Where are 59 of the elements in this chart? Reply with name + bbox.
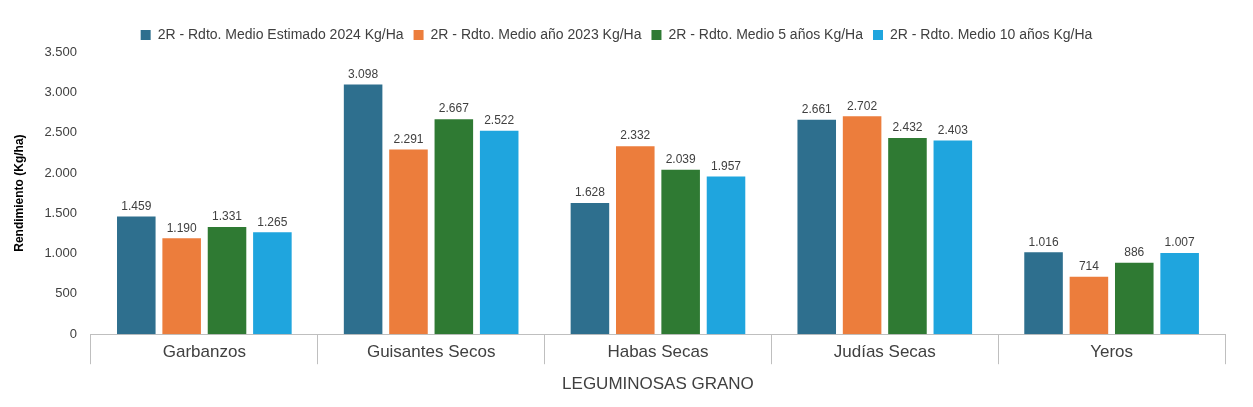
data-label: 1.007 [1164,235,1195,250]
data-label: 3.098 [348,66,379,81]
x-tick-label: Guisantes Secos [366,342,496,362]
bar [253,232,292,335]
legend-label: 2R - Rdto. Medio Estimado 2024 Kg/Ha [157,25,404,42]
bar [797,119,837,335]
y-axis-title: Rendimiento (Kg/ha) [11,134,26,252]
bar [1114,262,1154,335]
bar [117,216,156,335]
y-tick-label: 0 [69,325,77,341]
bar [1160,253,1199,335]
data-label: 2.522 [484,113,515,128]
data-label: 1.331 [212,209,243,224]
y-tick-label: 3.500 [44,43,77,59]
data-label: 2.432 [892,120,923,135]
data-label: 886 [1124,245,1145,260]
x-axis-title: LEGUMINOSAS GRANO [562,374,754,394]
bar [616,146,655,335]
x-tick-label: Habas Secas [607,342,709,362]
y-tick-label: 1.500 [44,204,77,220]
data-label: 1.265 [257,214,288,229]
y-tick-label: 2.000 [44,164,77,180]
data-label: 2.291 [393,131,424,146]
data-label: 1.016 [1028,234,1059,249]
y-tick-label: 2.500 [44,124,77,140]
bar [706,176,746,335]
legend-label: 2R - Rdto. Medio 5 años Kg/Ha [668,25,864,42]
data-label: 1.628 [574,185,606,200]
bar [1024,252,1063,335]
y-tick-label: 3.000 [44,83,77,99]
data-label: 2.702 [847,98,878,113]
data-label: 2.039 [665,152,696,167]
bar [842,116,882,335]
data-label: 1.190 [166,220,197,235]
legend-label: 2R - Rdto. Medio 10 años Kg/Ha [890,25,1093,42]
data-label: 2.332 [620,128,651,143]
bar [343,84,383,335]
bar [434,119,474,335]
legend-label: 2R - Rdto. Medio año 2023 Kg/Ha [430,25,642,42]
bar [207,226,247,335]
bar [933,140,973,335]
data-label: 1.957 [710,158,742,173]
bar [888,138,927,335]
data-label: 1.459 [121,198,152,213]
bar [661,169,700,335]
y-tick-label: 1.000 [44,245,77,261]
data-label: 714 [1078,258,1100,273]
x-tick-label: Judías Secas [833,342,936,362]
data-label: 2.661 [801,101,833,116]
bar [479,130,519,335]
data-label: 2.403 [937,122,969,137]
x-tick-label: Yeros [1090,342,1134,362]
y-tick-label: 500 [55,285,77,301]
x-tick-label: Garbanzos [162,342,246,362]
data-label: 2.667 [438,101,470,116]
bar [1069,276,1109,335]
bar [389,149,428,335]
bar [570,202,610,335]
bar [162,238,201,335]
